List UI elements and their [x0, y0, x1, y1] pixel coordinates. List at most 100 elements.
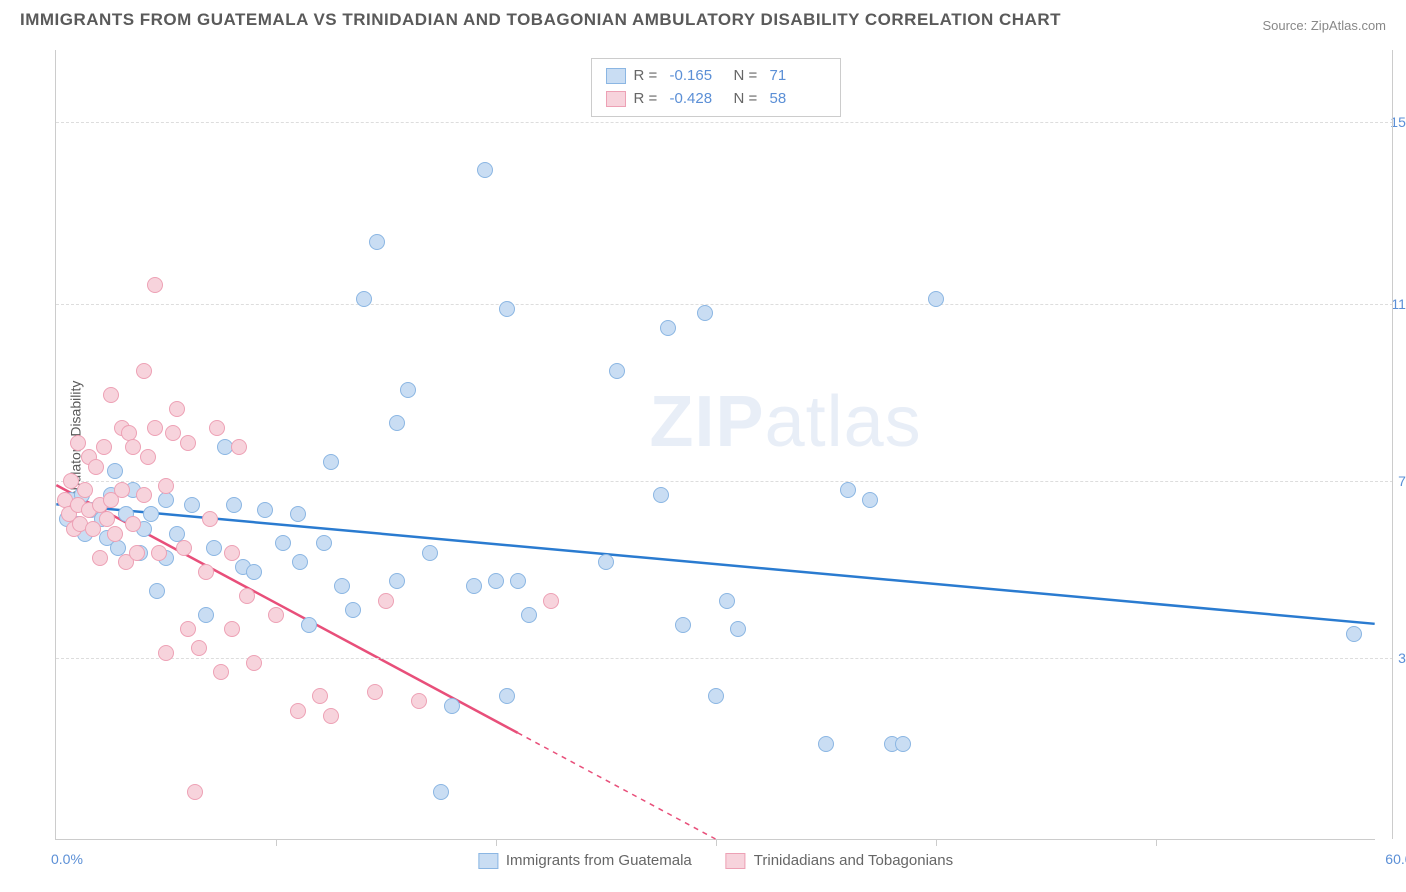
data-point [697, 305, 713, 321]
data-point [290, 506, 306, 522]
data-point [598, 554, 614, 570]
data-point [246, 564, 262, 580]
data-point [369, 234, 385, 250]
y-tick: 7.5% [1398, 473, 1406, 489]
data-point [730, 621, 746, 637]
x-tick-mark [716, 840, 717, 846]
data-point [499, 301, 515, 317]
data-point [660, 320, 676, 336]
x-tick-mark [496, 840, 497, 846]
stat-n-value: 58 [770, 88, 826, 111]
gridline-h [56, 122, 1393, 123]
stat-row: R =-0.165N =71 [606, 65, 826, 88]
data-point [143, 506, 159, 522]
data-point [158, 645, 174, 661]
data-point [477, 162, 493, 178]
data-point [323, 708, 339, 724]
data-point [224, 621, 240, 637]
data-point [239, 588, 255, 604]
data-point [149, 583, 165, 599]
data-point [92, 550, 108, 566]
stat-row: R =-0.428N =58 [606, 88, 826, 111]
stat-n-value: 71 [770, 65, 826, 88]
data-point [290, 703, 306, 719]
legend-item: Trinidadians and Tobagonians [726, 852, 953, 869]
data-point [312, 688, 328, 704]
data-point [510, 573, 526, 589]
data-point [246, 655, 262, 671]
data-point [862, 492, 878, 508]
data-point [488, 573, 504, 589]
data-point [198, 564, 214, 580]
data-point [77, 482, 93, 498]
data-point [367, 684, 383, 700]
data-point [209, 420, 225, 436]
data-point [433, 784, 449, 800]
data-point [187, 784, 203, 800]
data-point [202, 511, 218, 527]
x-tick-min: 0.0% [51, 851, 83, 867]
data-point [136, 487, 152, 503]
watermark: ZIPatlas [650, 381, 922, 463]
stat-r-value: -0.165 [670, 65, 726, 88]
data-point [411, 693, 427, 709]
data-point [334, 578, 350, 594]
data-point [719, 593, 735, 609]
data-point [301, 617, 317, 633]
data-point [198, 607, 214, 623]
data-point [499, 688, 515, 704]
legend-label: Trinidadians and Tobagonians [754, 852, 953, 869]
data-point [895, 736, 911, 752]
data-point [213, 664, 229, 680]
data-point [107, 526, 123, 542]
data-point [675, 617, 691, 633]
series-swatch [606, 91, 626, 107]
data-point [268, 607, 284, 623]
data-point [316, 535, 332, 551]
data-point [292, 554, 308, 570]
legend-item: Immigrants from Guatemala [478, 852, 692, 869]
y-tick: 11.2% [1391, 296, 1406, 312]
data-point [125, 439, 141, 455]
data-point [70, 435, 86, 451]
data-point [99, 511, 115, 527]
y-tick: 3.8% [1398, 650, 1406, 666]
data-point [158, 492, 174, 508]
data-point [400, 382, 416, 398]
data-point [129, 545, 145, 561]
data-point [323, 454, 339, 470]
legend-swatch [478, 853, 498, 869]
stat-n-label: N = [734, 65, 762, 88]
data-point [107, 463, 123, 479]
source-attribution: Source: ZipAtlas.com [1262, 18, 1386, 33]
data-point [422, 545, 438, 561]
data-point [180, 435, 196, 451]
data-point [180, 621, 196, 637]
data-point [169, 401, 185, 417]
data-point [653, 487, 669, 503]
data-point [257, 502, 273, 518]
data-point [818, 736, 834, 752]
data-point [275, 535, 291, 551]
data-point [378, 593, 394, 609]
chart-title: IMMIGRANTS FROM GUATEMALA VS TRINIDADIAN… [20, 10, 1061, 30]
data-point [158, 478, 174, 494]
trend-line-dashed [518, 733, 716, 839]
legend-swatch [726, 853, 746, 869]
data-point [165, 425, 181, 441]
scatter-plot: ZIPatlas R =-0.165N =71R =-0.428N =58 Im… [55, 50, 1375, 840]
data-point [140, 449, 156, 465]
x-tick-mark [1156, 840, 1157, 846]
data-point [88, 459, 104, 475]
data-point [184, 497, 200, 513]
data-point [96, 439, 112, 455]
data-point [466, 578, 482, 594]
data-point [389, 573, 405, 589]
legend: Immigrants from Guatemala Trinidadians an… [478, 852, 953, 869]
data-point [1346, 626, 1362, 642]
data-point [191, 640, 207, 656]
data-point [136, 363, 152, 379]
x-tick-mark [936, 840, 937, 846]
data-point [224, 545, 240, 561]
data-point [147, 420, 163, 436]
